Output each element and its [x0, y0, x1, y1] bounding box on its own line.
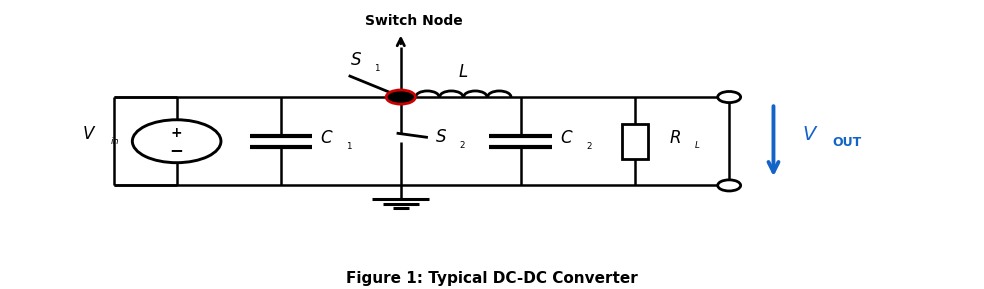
Text: $L$: $L$: [459, 63, 468, 81]
Text: $S$: $S$: [350, 51, 362, 69]
Text: $C$: $C$: [320, 129, 334, 147]
Text: −: −: [169, 140, 184, 159]
Text: $_2$: $_2$: [460, 138, 465, 151]
Text: $_L$: $_L$: [694, 138, 701, 151]
Text: $_2$: $_2$: [585, 138, 592, 151]
Circle shape: [717, 180, 741, 191]
Bar: [622, 124, 648, 159]
Text: Switch Node: Switch Node: [365, 14, 462, 28]
Text: $_{in}$: $_{in}$: [110, 134, 119, 147]
Circle shape: [386, 90, 415, 104]
Text: Figure 1: Typical DC-DC Converter: Figure 1: Typical DC-DC Converter: [346, 271, 638, 286]
Text: $V$: $V$: [82, 125, 95, 143]
Text: $C$: $C$: [560, 129, 574, 147]
Text: $S$: $S$: [435, 128, 447, 147]
Circle shape: [717, 92, 741, 103]
Text: OUT: OUT: [832, 136, 862, 149]
Text: $V$: $V$: [802, 125, 819, 144]
Text: +: +: [171, 126, 182, 140]
Text: $_1$: $_1$: [346, 138, 353, 151]
Text: $_1$: $_1$: [374, 61, 381, 74]
Text: $R$: $R$: [669, 129, 681, 147]
